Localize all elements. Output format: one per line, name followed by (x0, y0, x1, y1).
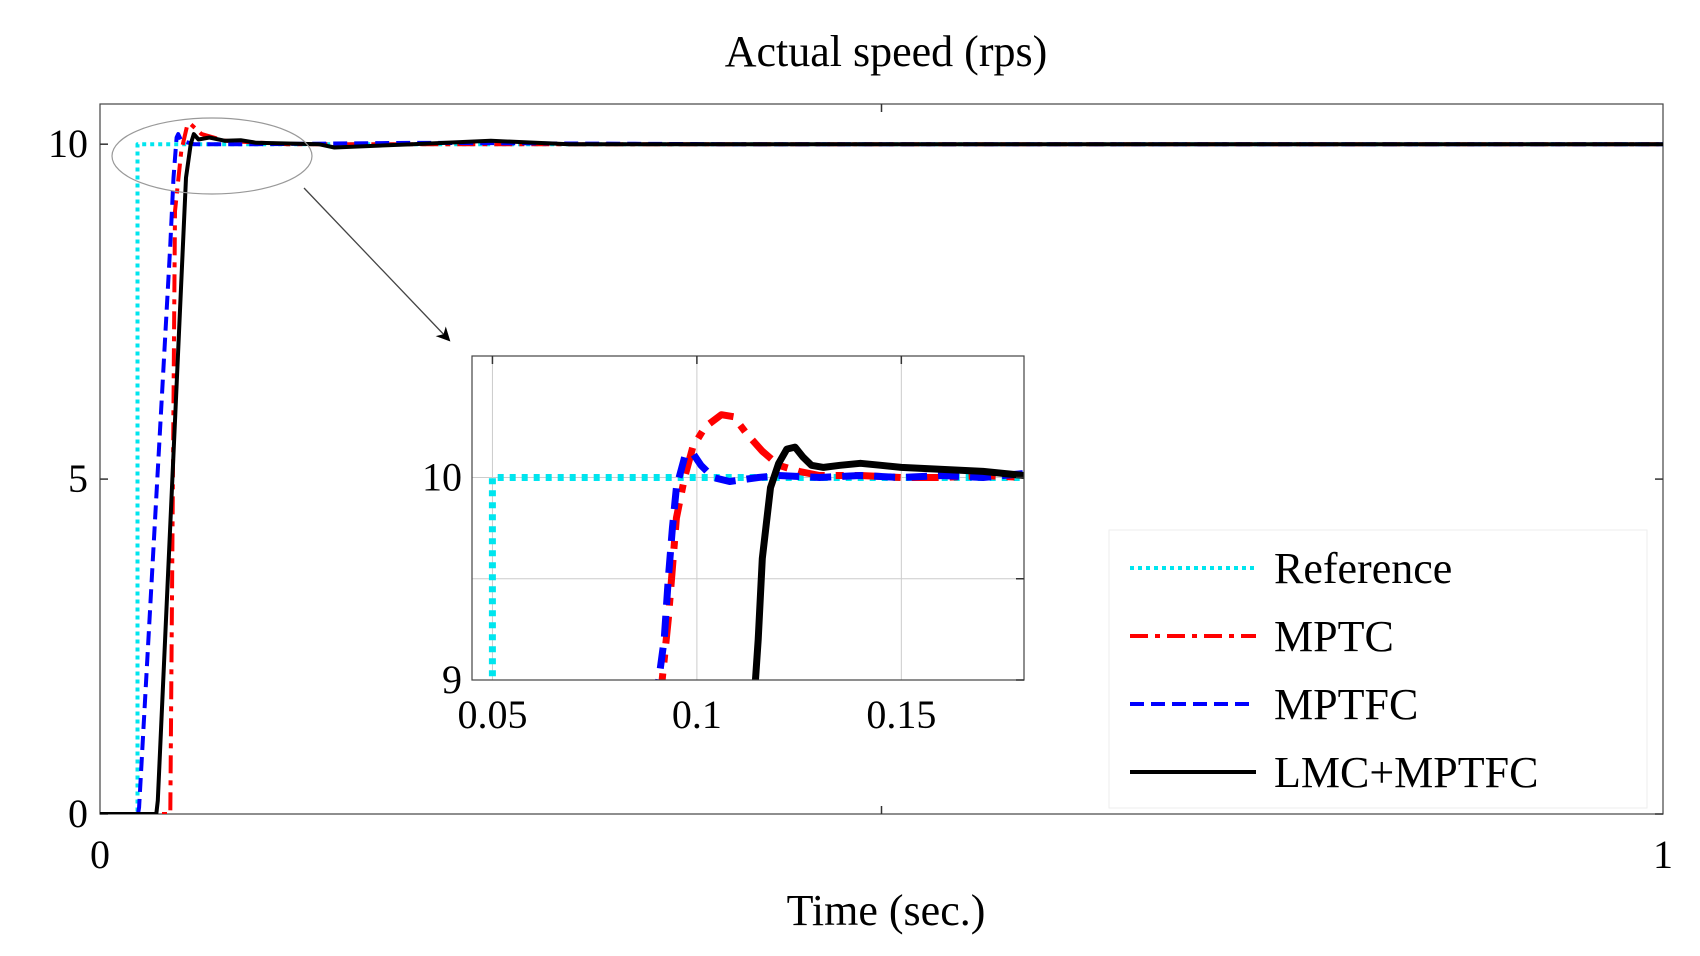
series-line-lmc-mptfc (100, 132, 1663, 814)
inset-x-tick-label: 0.1 (672, 692, 722, 737)
inset-series-line-lmc-mptfc (751, 443, 1024, 680)
y-tick-label: 0 (68, 791, 88, 836)
legend-label-reference: Reference (1274, 544, 1452, 593)
x-axis-label: Time (sec.) (787, 886, 986, 935)
inset-tick-labels: 0.05 0.1 0.15 9 10 (422, 455, 936, 738)
legend-box (1108, 529, 1648, 809)
legend-label-lmc-mptfc: LMC+MPTFC (1274, 748, 1538, 797)
zoom-arrow (303, 187, 451, 342)
x-tick-label: 1 (1653, 832, 1673, 877)
inset-y-tick-label: 10 (422, 455, 462, 500)
inset-series-group (488, 411, 1024, 680)
inset-y-tick-label: 9 (442, 657, 462, 702)
inset-frame (471, 355, 1025, 681)
legend: Reference MPTC MPTFC LMC+MPTFC (1108, 529, 1648, 809)
main-tick-labels: 0 5 10 0 1 (48, 121, 1673, 877)
inset-background (472, 356, 1024, 680)
inset-axis-ticks (491, 356, 1024, 681)
inset-x-tick-label: 0.05 (457, 692, 527, 737)
x-tick-label: 0 (90, 832, 110, 877)
legend-label-mptfc: MPTFC (1274, 680, 1418, 729)
inset-series-line-mptc (658, 411, 1024, 680)
y-tick-label: 10 (48, 121, 88, 166)
legend-label-mptc: MPTC (1274, 612, 1394, 661)
chart-title: Actual speed (rps) (725, 27, 1048, 76)
inset-x-tick-label: 0.15 (866, 692, 936, 737)
y-tick-label: 5 (68, 456, 88, 501)
zoom-ellipse (111, 117, 313, 195)
inset-series-line-mptfc (655, 449, 1024, 680)
main-series-group (100, 122, 1663, 814)
